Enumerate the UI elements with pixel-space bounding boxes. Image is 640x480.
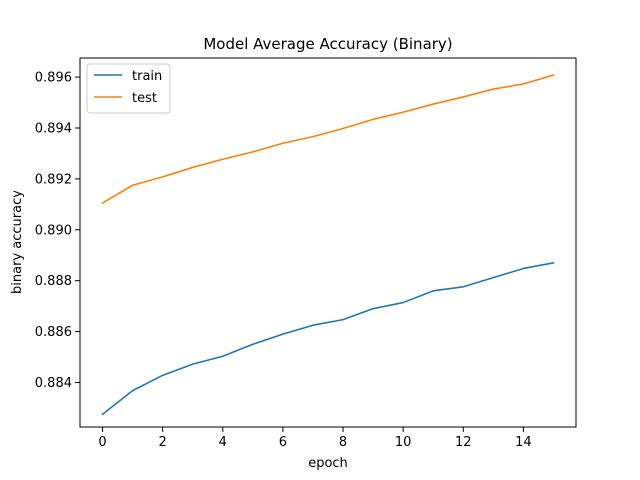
plot-frame xyxy=(79,57,577,428)
y-tick-label: 0.894 xyxy=(35,121,72,136)
y-tick-label: 0.886 xyxy=(35,325,72,340)
x-tick-label: 14 xyxy=(515,435,532,450)
chart-title: Model Average Accuracy (Binary) xyxy=(203,35,452,53)
y-tick-label: 0.884 xyxy=(35,376,72,391)
legend-label-test: test xyxy=(132,91,157,106)
legend-box xyxy=(86,63,171,114)
x-tick-label: 10 xyxy=(395,435,412,450)
y-tick-label: 0.896 xyxy=(35,71,72,86)
y-axis-label: binary accuracy xyxy=(10,190,25,294)
x-tick-label: 8 xyxy=(339,435,347,450)
series-line-test xyxy=(101,74,555,205)
plot-area xyxy=(80,58,576,427)
x-tick-label: 12 xyxy=(455,435,472,450)
x-axis-label: epoch xyxy=(308,456,348,471)
legend: train test xyxy=(86,63,171,114)
y-tick-label: 0.892 xyxy=(35,172,72,187)
x-axis-ticks: 0 2 4 6 8 10 12 14 xyxy=(98,427,532,450)
y-tick-label: 0.888 xyxy=(35,274,72,289)
plot-background xyxy=(80,58,576,427)
y-tick-label: 0.890 xyxy=(35,223,72,238)
series-line-train xyxy=(101,261,555,416)
series-lines xyxy=(101,74,555,416)
x-tick-label: 0 xyxy=(98,435,106,450)
y-axis-ticks: 0.884 0.886 0.888 0.890 0.892 0.894 0.896 xyxy=(35,71,80,391)
x-tick-label: 4 xyxy=(219,435,227,450)
legend-label-train: train xyxy=(132,69,162,84)
x-tick-label: 2 xyxy=(159,435,167,450)
x-tick-label: 6 xyxy=(279,435,287,450)
